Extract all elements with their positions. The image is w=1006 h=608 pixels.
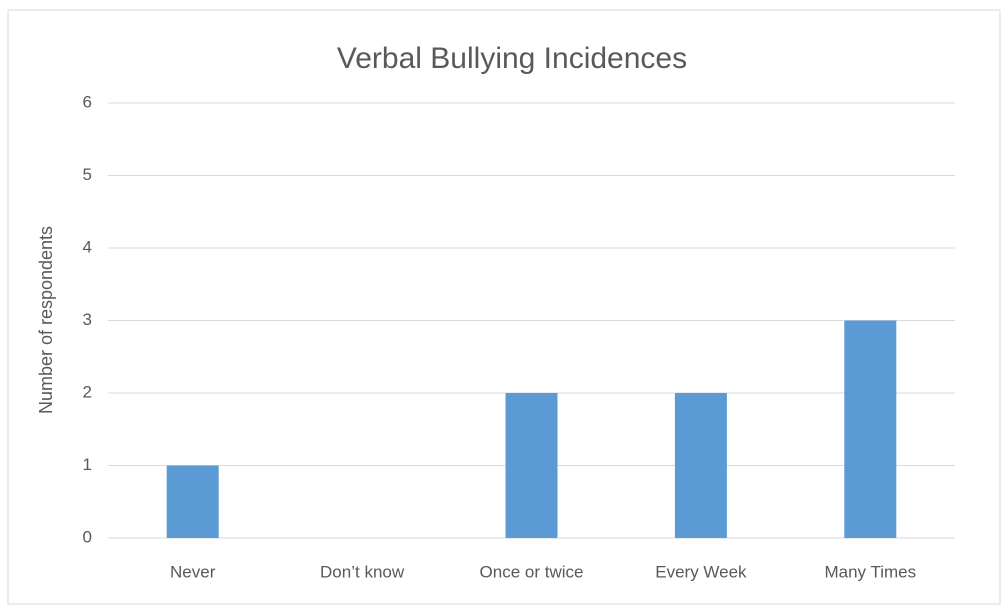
y-tick-label: 2 — [83, 382, 92, 401]
y-tick-label: 3 — [83, 310, 92, 329]
y-axis-label: Number of respondents — [36, 226, 56, 414]
y-tick-label: 0 — [83, 527, 92, 546]
bar — [166, 465, 219, 538]
bar — [844, 320, 897, 538]
x-tick-label: Once or twice — [480, 562, 584, 581]
x-tick-label: Don’t know — [320, 562, 405, 581]
bar — [505, 393, 558, 538]
x-tick-label: Many Times — [824, 562, 916, 581]
y-tick-label: 1 — [83, 455, 92, 474]
y-tick-label: 6 — [83, 92, 92, 111]
y-tick-label: 4 — [83, 237, 92, 256]
y-tick-label: 5 — [83, 165, 92, 184]
chart-title: Verbal Bullying Incidences — [337, 42, 687, 75]
x-tick-label: Every Week — [655, 562, 747, 581]
bar — [674, 393, 727, 538]
x-tick-label: Never — [170, 562, 216, 581]
